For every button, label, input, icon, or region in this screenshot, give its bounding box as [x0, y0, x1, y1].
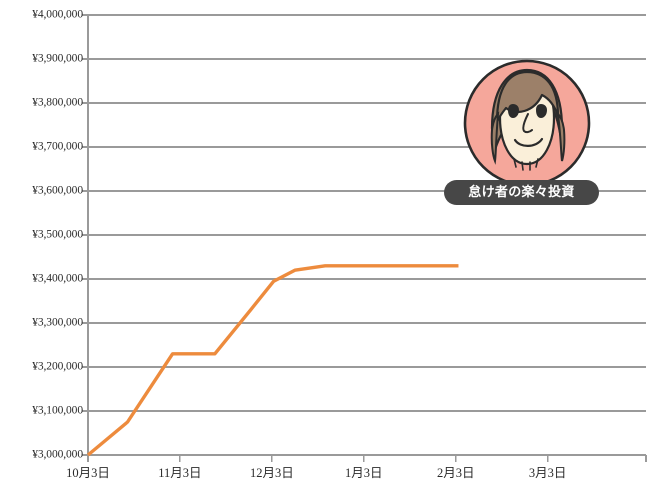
- x-tick-marks-group: [87, 455, 647, 462]
- y-axis-tick-label: ¥3,900,000: [32, 52, 83, 65]
- y-axis-tick-label: ¥3,200,000: [32, 360, 83, 373]
- y-axis-tick-label: ¥3,600,000: [32, 184, 83, 197]
- y-axis-tick-label: ¥3,800,000: [32, 96, 83, 109]
- brand-badge-label: 怠け者の楽々投資: [468, 185, 575, 200]
- y-axis-tick-label: ¥3,500,000: [32, 228, 83, 241]
- avatar-icon: [463, 59, 591, 187]
- x-axis-tick-label: 11月3日: [158, 466, 202, 480]
- y-axis-tick-labels: ¥4,000,000 ¥3,900,000 ¥3,800,000 ¥3,700,000…: [0, 0, 83, 488]
- series-line-資産評価額: [86, 264, 459, 457]
- x-axis-tick-label: 2月3日: [436, 466, 475, 480]
- y-axis-tick-label: ¥3,700,000: [32, 140, 83, 153]
- y-axis-tick-label: ¥3,000,000: [32, 448, 83, 461]
- y-axis-tick-label: ¥3,400,000: [32, 272, 83, 285]
- watermark-branding: 怠け者の楽々投資: [444, 58, 600, 206]
- brand-badge: 怠け者の楽々投資: [444, 180, 599, 205]
- data-series-line: [86, 264, 459, 457]
- y-axis-tick-label: ¥4,000,000: [32, 8, 83, 21]
- x-axis-tick-label: 3月3日: [528, 466, 567, 480]
- y-axis-line: [82, 14, 89, 456]
- y-axis-tick-label: ¥3,300,000: [32, 316, 83, 329]
- x-axis-tick-label: 1月3日: [345, 466, 383, 480]
- x-axis-tick-label: 10月3日: [66, 466, 110, 480]
- y-axis-tick-label: ¥3,100,000: [32, 404, 83, 417]
- x-axis-tick-label: 12月3日: [249, 466, 294, 480]
- gridlines-group: [88, 14, 646, 456]
